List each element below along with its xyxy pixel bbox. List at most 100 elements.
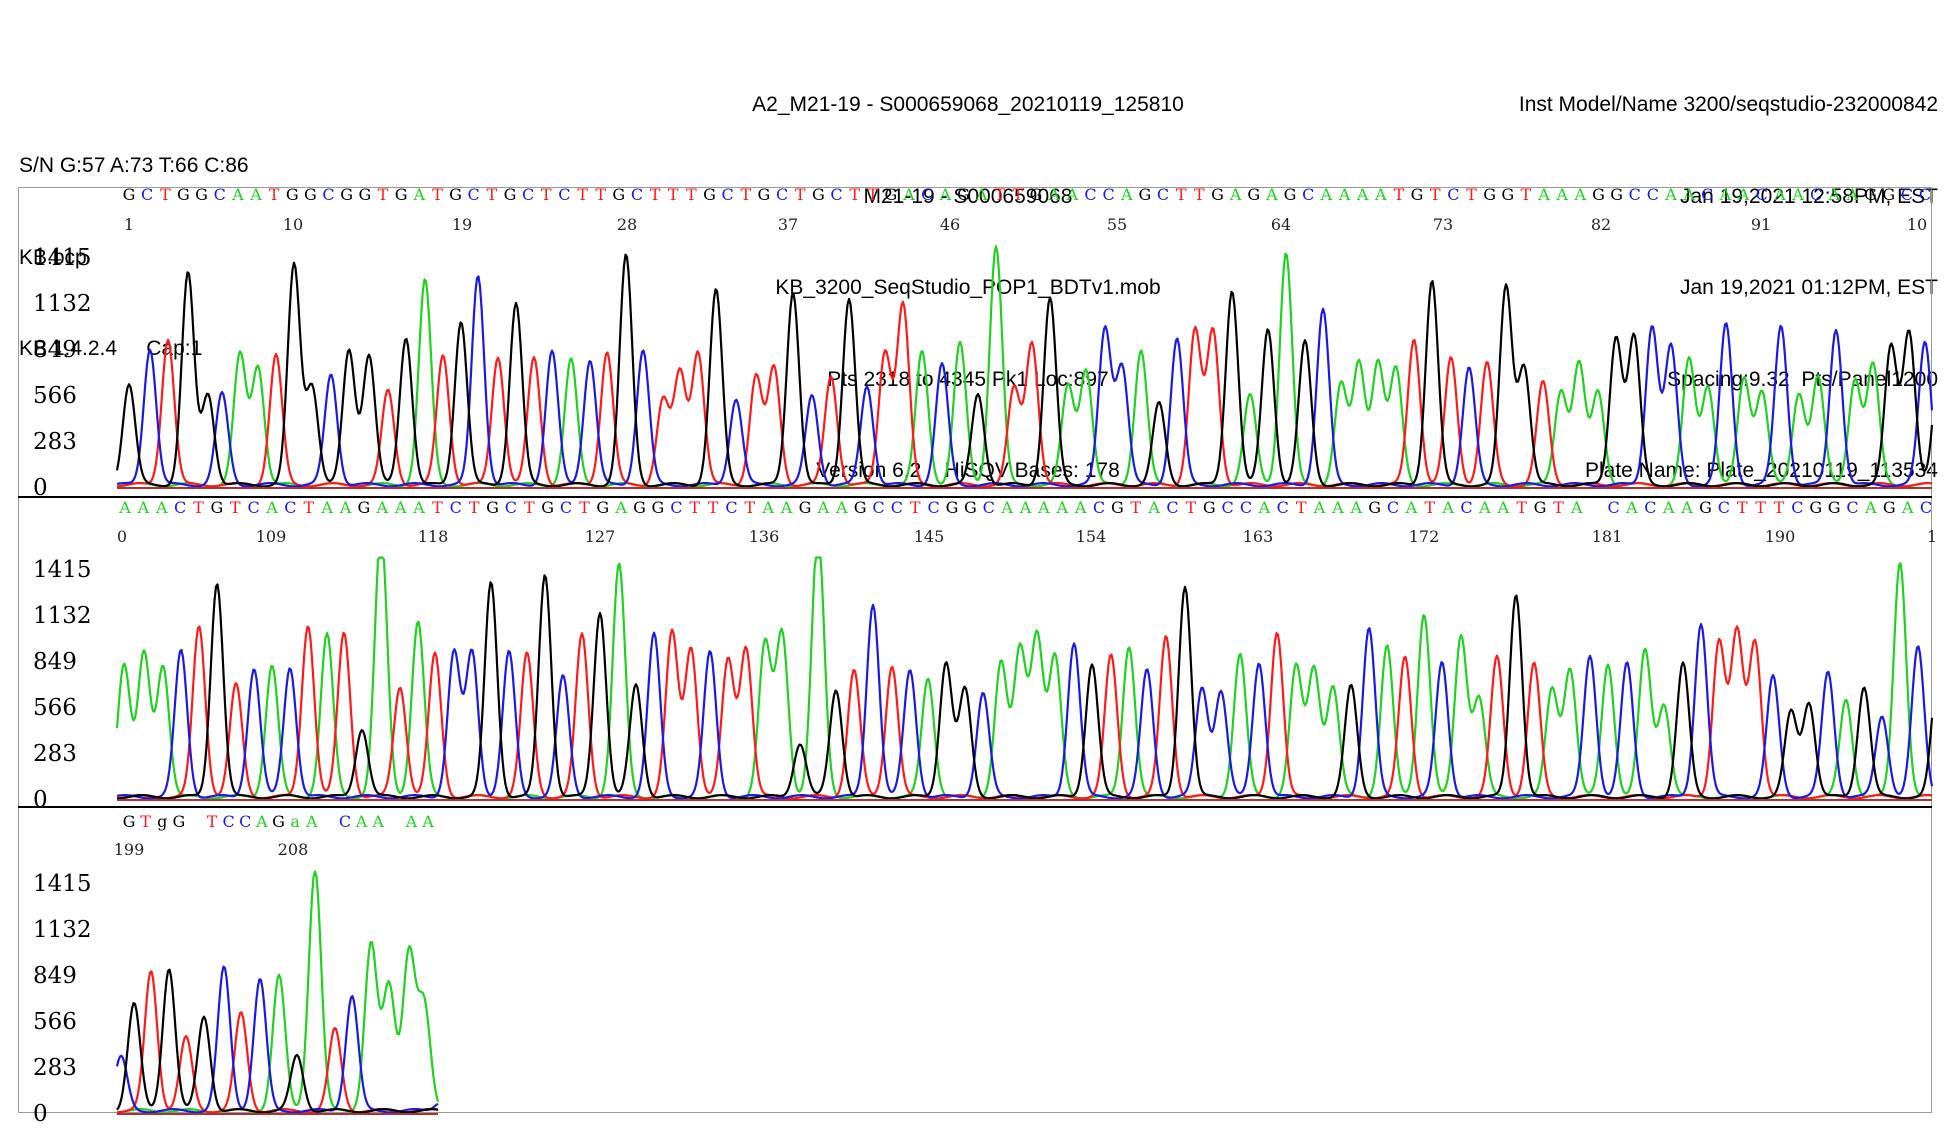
base-call: A xyxy=(817,498,830,517)
base-call: T xyxy=(378,185,389,204)
base-call: T xyxy=(1424,498,1435,517)
y-tick-label: 849 xyxy=(33,649,77,675)
base-call: A xyxy=(320,498,333,517)
instrument-model: Inst Model/Name 3200/seqstudio-232000842 xyxy=(1518,93,1938,116)
y-tick-label: 1132 xyxy=(33,917,92,943)
base-call: A xyxy=(1773,185,1786,204)
base-call: G xyxy=(304,185,317,204)
run-end-date: Jan 19,2021 01:12PM, EST xyxy=(1680,276,1938,299)
base-call: G xyxy=(612,185,625,204)
base-call: A xyxy=(1537,185,1550,204)
base-call: C xyxy=(1644,498,1656,517)
base-call: G xyxy=(854,498,867,517)
base-call: A xyxy=(1037,498,1050,517)
base-call: G xyxy=(358,498,371,517)
position-label: 73 xyxy=(1433,215,1453,234)
position-label: 37 xyxy=(778,215,798,234)
base-call: C xyxy=(1166,498,1178,517)
y-tick-label: 0 xyxy=(33,1101,48,1127)
trace-C xyxy=(116,275,1934,488)
base-call: A xyxy=(1570,498,1583,517)
base-call: g xyxy=(157,812,167,831)
base-call: G xyxy=(210,498,223,517)
y-tick-label: 849 xyxy=(33,337,77,363)
base-call: G xyxy=(504,185,517,204)
y-tick-label: 1132 xyxy=(33,291,92,317)
base-call: G xyxy=(195,185,208,204)
base-call: G xyxy=(395,185,408,204)
base-call: T xyxy=(1394,185,1405,204)
base-call: G xyxy=(286,185,299,204)
position-label: 10 xyxy=(283,215,303,234)
base-call: A xyxy=(1338,185,1351,204)
base-call: C xyxy=(1460,498,1472,517)
base-call: A xyxy=(1047,185,1060,204)
base-call: C xyxy=(223,812,235,831)
base-call: C xyxy=(239,812,251,831)
base-call: C xyxy=(468,185,480,204)
base-call: C xyxy=(1387,498,1399,517)
position-label: 0 xyxy=(117,527,127,546)
trace-G xyxy=(117,574,1934,800)
base-call: A xyxy=(1405,498,1418,517)
trace-A xyxy=(117,245,1933,488)
base-call: T xyxy=(795,185,806,204)
base-call: A xyxy=(231,185,244,204)
base-call: A xyxy=(1828,185,1841,204)
base-call: G xyxy=(486,498,499,517)
base-call: C xyxy=(284,498,296,517)
base-call: C xyxy=(1157,185,1169,204)
base-call: A xyxy=(1120,185,1133,204)
base-call: G xyxy=(1864,185,1877,204)
base-call: T xyxy=(595,185,606,204)
base-call: T xyxy=(1176,185,1187,204)
base-call: C xyxy=(214,185,226,204)
base-call: C xyxy=(1222,498,1234,517)
base-call: G xyxy=(340,185,353,204)
base-call: T xyxy=(1194,185,1205,204)
base-call: G xyxy=(957,185,970,204)
base-call: A xyxy=(1356,185,1369,204)
base-call: G xyxy=(172,812,185,831)
base-call: C xyxy=(1240,498,1252,517)
base-call: C xyxy=(1846,498,1858,517)
base-call: G xyxy=(1534,498,1547,517)
base-call: T xyxy=(708,498,719,517)
position-label: 154 xyxy=(1076,527,1107,546)
base-call: C xyxy=(339,812,351,831)
base-call: G xyxy=(1882,185,1895,204)
trace-A xyxy=(117,870,440,1114)
base-call: A xyxy=(780,498,793,517)
base-call: C xyxy=(1277,498,1289,517)
base-call: T xyxy=(1130,498,1141,517)
base-call: A xyxy=(1719,185,1732,204)
base-call: A xyxy=(376,498,389,517)
points-range: Pts 2318 to 4345 Pk1 Loc:897 xyxy=(827,367,1109,391)
y-tick-label: 1415 xyxy=(33,557,92,583)
base-call: G xyxy=(812,185,825,204)
base-call: T xyxy=(1013,185,1024,204)
basecaller-text: KB.bcp xyxy=(19,245,87,269)
base-call: C xyxy=(1756,185,1768,204)
base-call: T xyxy=(524,498,535,517)
base-call: G xyxy=(1368,498,1381,517)
y-tick-label: 1415 xyxy=(33,871,92,897)
base-call: A xyxy=(1737,185,1750,204)
header-left: S/N G:57 A:73 T:66 C:86 KB.bcp KB 1.4.2.… xyxy=(19,90,249,395)
base-call: A xyxy=(1320,185,1333,204)
base-call: T xyxy=(910,498,921,517)
base-call: A xyxy=(1055,498,1068,517)
base-call: T xyxy=(269,185,280,204)
base-call: A xyxy=(1000,498,1013,517)
base-call: G xyxy=(123,185,136,204)
base-call: C xyxy=(522,185,534,204)
base-call: C xyxy=(1607,498,1619,517)
header-right: Inst Model/Name 3200/seqstudio-232000842… xyxy=(1519,29,1938,517)
base-call: C xyxy=(1810,185,1822,204)
base-call: A xyxy=(1258,498,1271,517)
y-tick-label: 0 xyxy=(33,475,48,501)
base-call: C xyxy=(248,498,260,517)
base-call: G xyxy=(1483,185,1496,204)
position-label: 64 xyxy=(1271,215,1291,234)
